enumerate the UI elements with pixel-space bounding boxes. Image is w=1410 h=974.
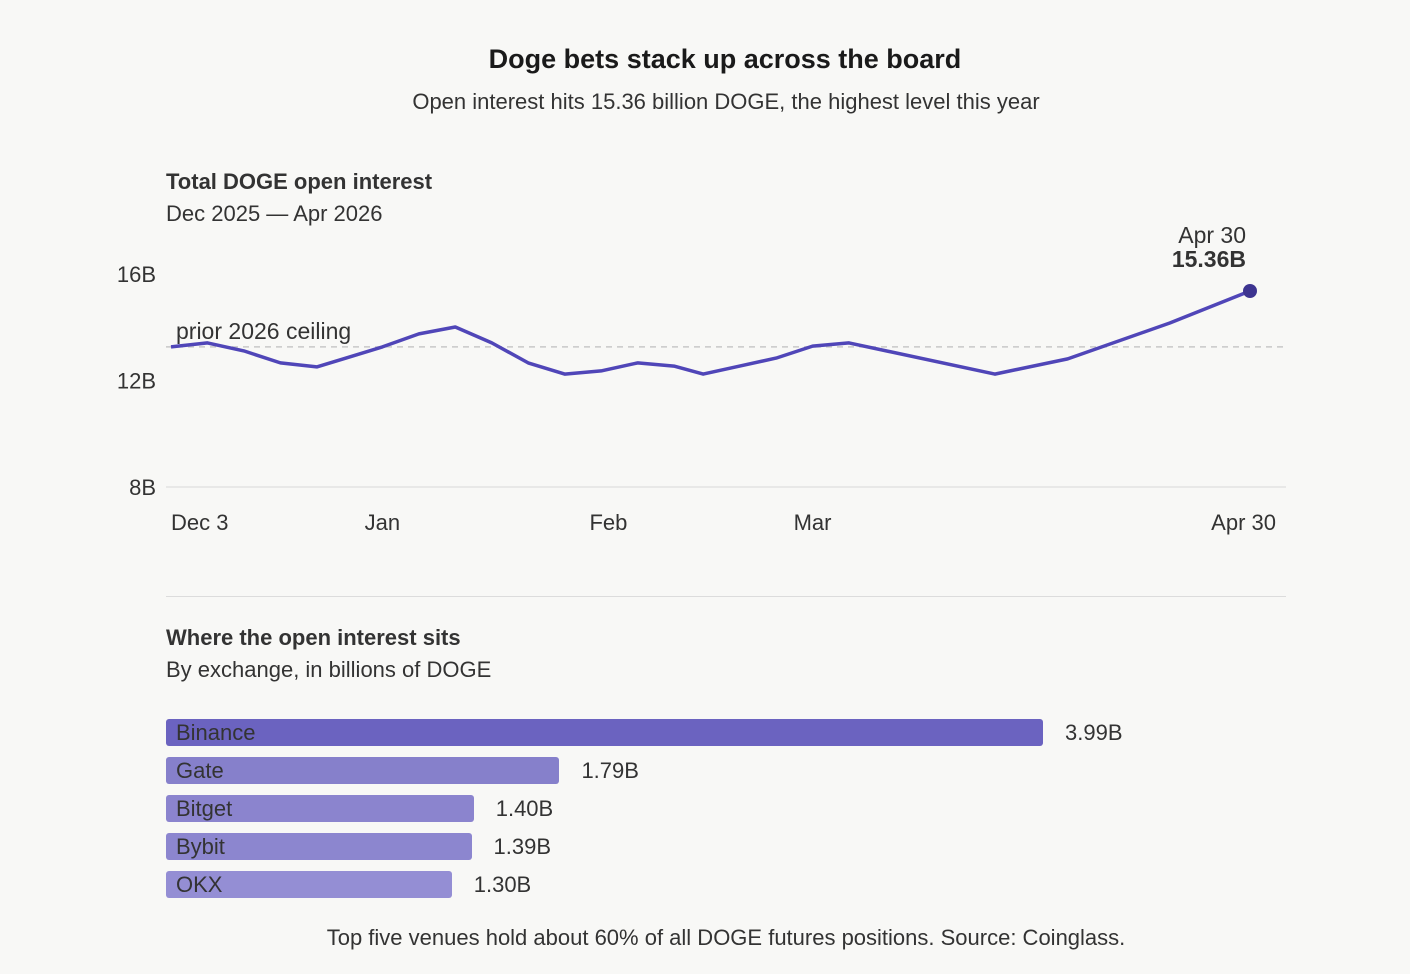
bar-chart-title: Where the open interest sits (166, 625, 461, 650)
footnote: Top five venues hold about 60% of all DO… (326, 925, 1126, 950)
bar-value-label: 1.79B (581, 758, 639, 783)
bar-label: Bybit (176, 834, 225, 859)
x-tick-label: Mar (794, 510, 832, 535)
bar-value-label: 1.39B (493, 834, 552, 859)
section-divider (166, 596, 1286, 597)
bar-value-label: 1.40B (495, 796, 554, 821)
x-tick-label: Feb (589, 510, 627, 535)
bar-chart-subtitle: By exchange, in billions of DOGE (166, 657, 492, 682)
bar-value-label: 1.30B (473, 872, 532, 897)
series-line (170, 289, 1251, 376)
bar-label: Bitget (176, 796, 233, 821)
line-chart-subtitle: Dec 2025 — Apr 2026 (166, 201, 383, 226)
bar-bitget: Bitget (166, 795, 474, 822)
bar-binance: Binance (166, 719, 1043, 746)
bar-value-label: 3.99B (1065, 720, 1123, 745)
line-chart: 8B 12B 16B Dec 3 Jan Feb Mar Apr 30 prior 2026 c… (117, 222, 1286, 535)
bar-gate: Gate (166, 757, 560, 784)
chart-subtitle: Open interest hits 15.36 billion DOGE, t… (412, 89, 1040, 114)
x-tick-label: Jan (365, 510, 400, 535)
annotation-date: Apr 30 (1178, 222, 1246, 248)
y-tick-label: 8B (129, 475, 156, 500)
bar-label: Gate (176, 758, 224, 783)
x-tick-label: Apr 30 (1211, 510, 1276, 535)
endpoint-marker (1243, 284, 1257, 298)
y-tick-label: 12B (117, 368, 156, 393)
bar-bybit: Bybit (166, 833, 472, 860)
annotation-value: 15.36B (1172, 246, 1246, 272)
x-tick-label: Dec 3 (171, 510, 228, 535)
bar-label: OKX (176, 872, 223, 897)
reference-line-label: prior 2026 ceiling (176, 318, 351, 344)
line-chart-title: Total DOGE open interest (166, 169, 433, 194)
bar-okx: OKX (166, 871, 452, 898)
y-tick-label: 16B (117, 262, 156, 287)
bar-label: Binance (176, 720, 256, 745)
chart-title: Doge bets stack up across the board (488, 44, 962, 74)
